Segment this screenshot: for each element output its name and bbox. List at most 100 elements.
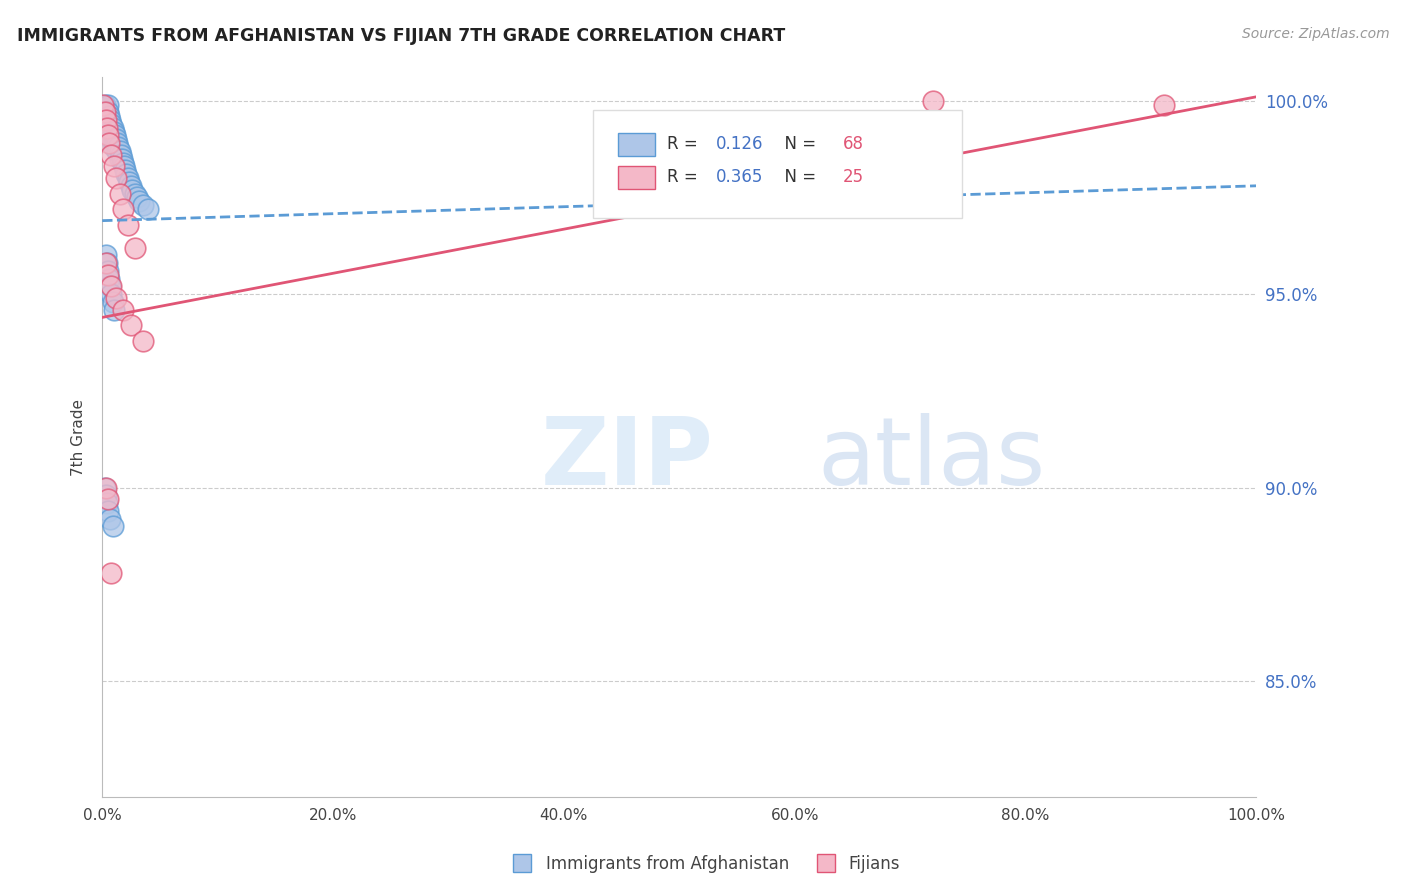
Point [101,120,124,135]
Point [101,128,124,143]
Point [98,279,121,293]
Point [105,144,128,158]
Point [98,136,121,151]
Bar [619,166,655,189]
Point [118,175,141,189]
Point [125,190,148,204]
Point [93,105,115,120]
Point [94,102,117,116]
Point [107,140,129,154]
Point [111,202,134,216]
Text: 68: 68 [844,135,865,153]
Point [96,113,118,128]
Point [117,171,139,186]
Point [100,148,122,162]
Point [96,256,118,270]
Point [114,163,136,178]
Point [108,144,131,158]
Point [103,125,125,139]
Point [94,113,117,128]
Point [94,109,117,123]
Point [93,97,115,112]
Point [100,566,122,580]
Point [105,140,128,154]
Text: 25: 25 [844,168,865,186]
Point [115,167,138,181]
Point [93,109,115,123]
Point [124,241,146,255]
Point [104,136,127,151]
Text: N =: N = [773,168,821,186]
Point [97,113,120,128]
Y-axis label: 7th Grade: 7th Grade [72,399,86,476]
Point [103,132,125,146]
Point [98,128,121,143]
Text: 0.126: 0.126 [716,135,763,153]
Point [105,132,128,146]
Point [97,492,120,507]
Point [111,155,134,169]
Point [98,120,121,135]
Point [111,302,134,317]
Point [105,171,128,186]
Point [96,120,118,135]
Point [94,481,117,495]
Point [100,117,122,131]
Bar [619,133,655,156]
Point [97,268,120,282]
Point [100,125,122,139]
Point [121,183,143,197]
FancyBboxPatch shape [593,110,962,218]
Point [97,128,120,143]
Point [101,519,124,533]
Point [93,97,115,112]
Point [97,105,120,120]
Text: R =: R = [666,135,703,153]
Point [96,120,118,135]
Point [103,302,125,317]
Point [100,132,122,146]
Point [97,264,120,278]
Text: IMMIGRANTS FROM AFGHANISTAN VS FIJIAN 7TH GRADE CORRELATION CHART: IMMIGRANTS FROM AFGHANISTAN VS FIJIAN 7T… [17,27,785,45]
Point [93,105,115,120]
Point [97,97,120,112]
Point [131,334,153,348]
Point [94,117,117,131]
Point [120,318,142,333]
Point [105,136,128,151]
Text: ZIP: ZIP [541,413,714,505]
Point [100,279,122,293]
Point [98,109,121,123]
Point [104,128,127,143]
Point [93,102,115,116]
Point [112,160,135,174]
Point [110,148,132,162]
Text: Source: ZipAtlas.com: Source: ZipAtlas.com [1241,27,1389,41]
Point [94,248,117,262]
Point [108,152,131,166]
Point [120,178,142,193]
Point [98,511,121,525]
Text: 0.365: 0.365 [716,168,763,186]
Point [98,125,121,139]
Point [124,186,146,201]
Point [93,113,115,128]
Point [111,152,134,166]
Point [108,186,131,201]
Point [94,125,117,139]
Point [94,488,117,502]
Point [105,291,128,305]
Point [98,117,121,131]
Point [101,294,124,309]
Legend: Immigrants from Afghanistan, Fijians: Immigrants from Afghanistan, Fijians [499,848,907,880]
Point [138,202,160,216]
Point [98,271,121,285]
Point [103,140,125,154]
Point [93,481,115,495]
Point [96,105,118,120]
Text: R =: R = [666,168,703,186]
Point [97,120,120,135]
Point [117,218,139,232]
Point [131,198,153,212]
Point [100,287,122,301]
